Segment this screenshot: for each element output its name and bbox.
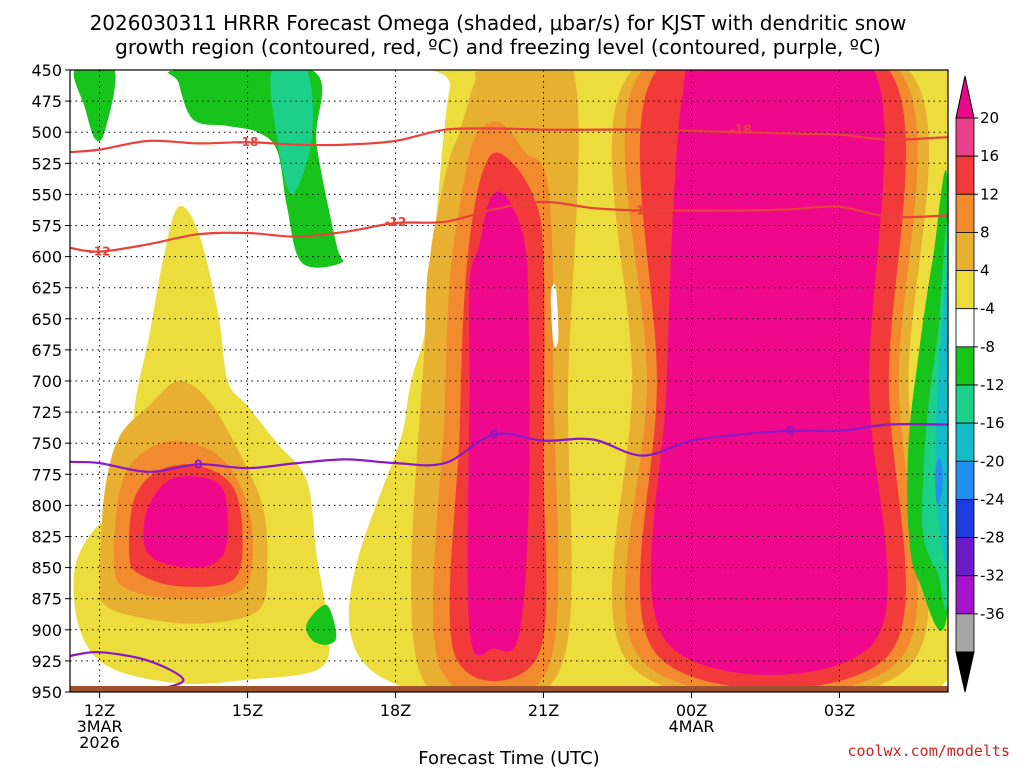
colorbar-label-11: -28 xyxy=(980,529,1005,547)
colorbar-label-12: -32 xyxy=(980,567,1005,585)
colorbar-label-10: -24 xyxy=(980,490,1005,508)
y-tick-label-475: 475 xyxy=(31,92,62,111)
colorbar-swatch-7 xyxy=(955,384,975,424)
y-tick-label-525: 525 xyxy=(31,154,62,173)
contour-label-0-0: -18 xyxy=(237,135,259,149)
contour-label-2-0: 0 xyxy=(194,457,202,471)
y-tick-label-825: 825 xyxy=(31,528,62,547)
colorbar-under-arrow xyxy=(955,651,975,693)
colorbar-label-3: 8 xyxy=(980,223,990,241)
grid-lines xyxy=(70,70,948,692)
ground-strip xyxy=(70,686,948,692)
plot-area: -18 -18 -12 -12 -12 0 0 0 xyxy=(70,70,948,692)
y-tick-label-650: 650 xyxy=(31,310,62,329)
colorbar-swatch-6 xyxy=(955,346,975,386)
y-axis: 450 475 500 525 550 575 600 625 650 675 700 725 750 7… xyxy=(31,61,70,702)
omega-region-14 xyxy=(73,70,116,142)
y-tick-label-700: 700 xyxy=(31,372,62,391)
y-tick-label-925: 925 xyxy=(31,652,62,671)
colorbar-swatch-1 xyxy=(955,155,975,195)
x-tick-label-0-1: 3MAR xyxy=(77,717,123,736)
colorbar-swatch-0 xyxy=(955,117,975,157)
contours: -18 -18 -12 -12 -12 0 0 0 xyxy=(70,123,948,691)
contour-2 xyxy=(70,422,948,473)
colorbar-swatch-4 xyxy=(955,270,975,310)
y-tick-label-450: 450 xyxy=(31,61,62,80)
colorbar-swatch-13 xyxy=(955,613,975,653)
colorbar-swatch-12 xyxy=(955,575,975,615)
y-tick-label-775: 775 xyxy=(31,465,62,484)
contour-label-2-2: 0 xyxy=(786,424,794,438)
colorbar-swatch-8 xyxy=(955,422,975,462)
x-tick-label-12-1: 4MAR xyxy=(668,717,714,736)
x-tick-label-3-0: 15Z xyxy=(232,701,263,720)
colorbar-swatch-3 xyxy=(955,232,975,271)
colorbar-label-9: -20 xyxy=(980,452,1005,470)
y-tick-label-750: 750 xyxy=(31,434,62,453)
omega-region-13 xyxy=(467,191,530,656)
x-axis-title: Forecast Time (UTC) xyxy=(418,748,599,768)
y-tick-label-900: 900 xyxy=(31,621,62,640)
x-tick-label-9-0: 21Z xyxy=(528,701,559,720)
y-tick-label-500: 500 xyxy=(31,123,62,142)
x-tick-label-6-0: 18Z xyxy=(380,701,411,720)
colorbar-label-6: -8 xyxy=(980,338,995,356)
colorbar-label-4: 4 xyxy=(980,262,990,280)
colorbar-label-1: 16 xyxy=(980,147,999,165)
omega-region-17 xyxy=(306,604,337,645)
y-tick-label-675: 675 xyxy=(31,341,62,360)
colorbar-label-8: -16 xyxy=(980,414,1005,432)
y-tick-label-950: 950 xyxy=(31,683,62,702)
omega-gap-0 xyxy=(550,283,559,348)
contour-3 xyxy=(70,651,185,691)
contour-0 xyxy=(70,127,948,154)
colorbar-label-13: -36 xyxy=(980,605,1005,623)
colorbar-swatch-5 xyxy=(955,308,975,348)
x-tick-label-12-0: 00Z xyxy=(676,701,707,720)
x-tick-label-0-2: 2026 xyxy=(79,733,120,752)
colorbar-label-0: 20 xyxy=(980,109,999,127)
contour-label-1-0: -12 xyxy=(89,245,111,259)
contour-1 xyxy=(70,200,948,253)
contour-label-1-2: -12 xyxy=(631,204,653,218)
y-tick-label-625: 625 xyxy=(31,279,62,298)
chart-title-line-1: 2026030311 HRRR Forecast Omega (shaded, … xyxy=(90,11,907,35)
contour-label-1-1: -12 xyxy=(385,215,407,229)
colorbar-swatch-10 xyxy=(955,499,975,538)
omega-region-21 xyxy=(935,457,944,506)
y-tick-label-550: 550 xyxy=(31,185,62,204)
colorbar-swatch-9 xyxy=(955,460,975,500)
colorbar-swatch-11 xyxy=(955,537,975,577)
contour-label-0-1: -18 xyxy=(730,123,752,137)
y-tick-label-800: 800 xyxy=(31,496,62,515)
y-tick-label-725: 725 xyxy=(31,403,62,422)
x-tick-label-15-0: 03Z xyxy=(824,701,855,720)
colorbar-swatch-2 xyxy=(955,193,975,233)
colorbar-label-7: -12 xyxy=(980,376,1005,394)
y-tick-label-850: 850 xyxy=(31,559,62,578)
site-credit: coolwx.com/modelts xyxy=(847,742,1010,760)
contour-label-2-1: 0 xyxy=(490,427,498,441)
colorbar-label-2: 12 xyxy=(980,185,999,203)
colorbar: 20 16 12 8 4 -4 -8 -12 -16 -20 -24 -28 -32 -36 xyxy=(955,75,1005,693)
y-tick-label-575: 575 xyxy=(31,217,62,236)
omega-region-11 xyxy=(143,476,229,568)
colorbar-label-5: -4 xyxy=(980,300,995,318)
y-tick-label-875: 875 xyxy=(31,590,62,609)
chart-title-line-2: growth region (contoured, red, ºC) and f… xyxy=(115,35,881,59)
omega-region-7 xyxy=(650,70,888,675)
y-tick-label-600: 600 xyxy=(31,248,62,267)
x-tick-label-0-0: 12Z xyxy=(84,701,115,720)
